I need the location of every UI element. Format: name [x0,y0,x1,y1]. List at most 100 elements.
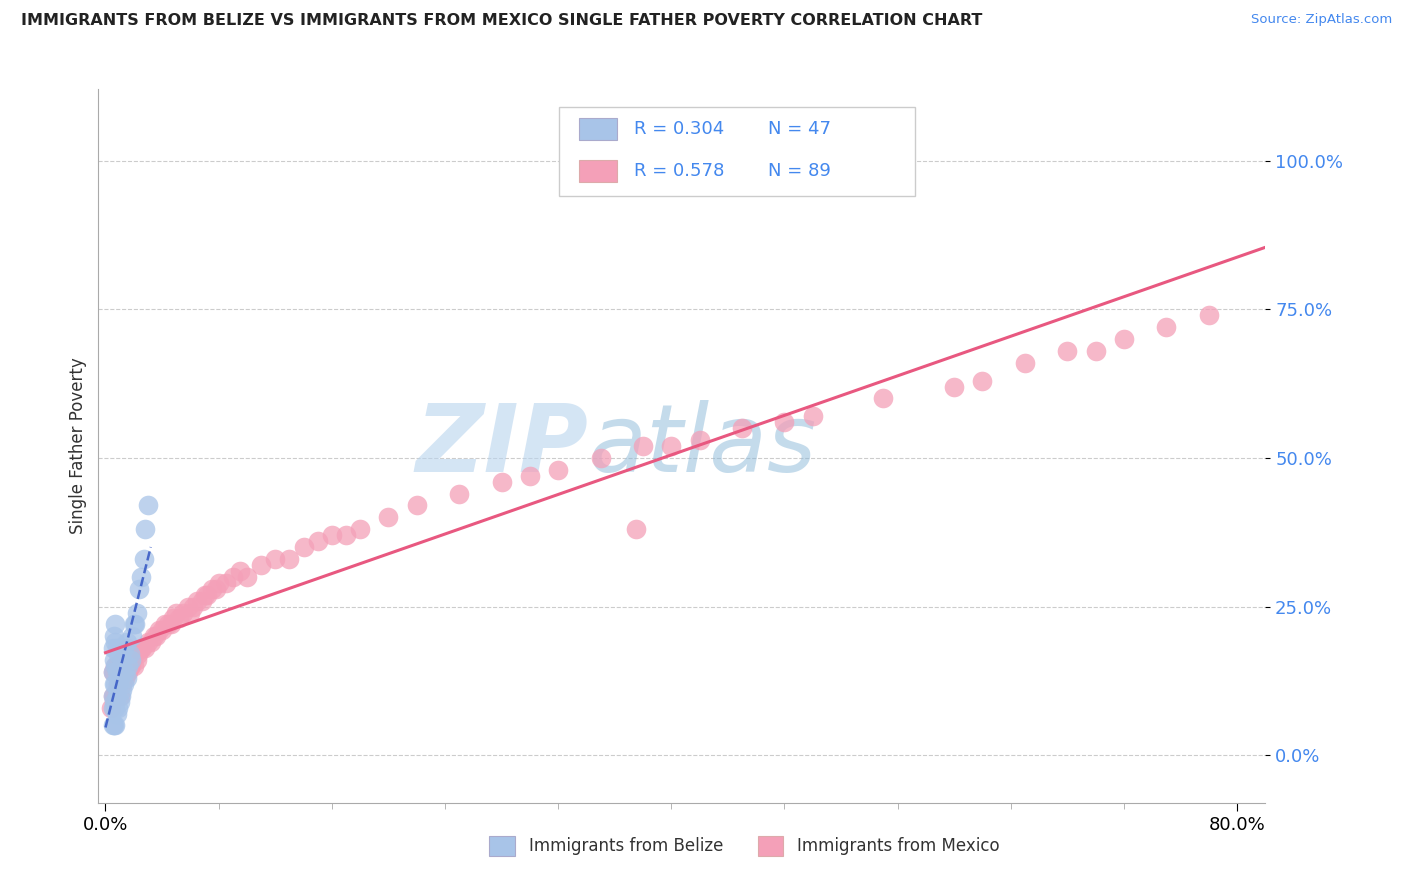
Point [101,718,124,732]
Point [101,641,124,656]
Point [103,689,125,703]
Text: Immigrants from Belize: Immigrants from Belize [529,838,724,855]
Point [136,635,159,649]
Point [167,611,190,625]
Point [190,593,212,607]
Point [101,689,124,703]
Text: N = 47: N = 47 [768,120,831,138]
Point [108,695,131,709]
Point [112,641,135,656]
Point [801,409,824,424]
Point [127,647,149,661]
Point [107,700,129,714]
Point [134,522,156,536]
Text: Source: ZipAtlas.com: Source: ZipAtlas.com [1251,13,1392,27]
Point [101,665,124,679]
Point [179,606,201,620]
Point [114,665,136,679]
Text: R = 0.578: R = 0.578 [634,162,724,180]
Point [101,665,124,679]
Y-axis label: Single Father Poverty: Single Father Poverty [69,358,87,534]
Point [659,439,682,453]
Point [377,510,399,524]
FancyBboxPatch shape [579,118,617,140]
Text: atlas: atlas [589,401,817,491]
Point [104,659,127,673]
Point [110,671,132,685]
Point [107,677,129,691]
FancyBboxPatch shape [560,107,915,196]
Point [205,582,228,596]
Point [943,379,966,393]
Point [195,588,218,602]
Point [689,433,711,447]
Point [165,606,187,620]
Point [105,659,128,673]
Point [114,671,136,685]
Point [134,641,156,656]
Point [229,564,252,578]
Point [208,575,231,590]
Point [491,475,513,489]
Point [405,499,427,513]
Point [1112,332,1135,346]
Point [104,617,127,632]
Point [105,641,128,656]
Point [111,677,134,691]
Point [148,624,170,638]
Point [1056,343,1078,358]
Point [631,439,654,453]
Point [104,700,127,714]
Point [125,653,148,667]
Point [236,570,259,584]
Point [103,718,125,732]
Point [121,653,143,667]
Point [150,624,173,638]
Point [193,588,215,602]
Point [111,653,134,667]
Point [349,522,371,536]
Point [111,653,134,667]
Point [186,593,208,607]
Point [118,647,141,661]
Point [624,522,647,536]
Point [105,689,128,703]
Point [100,700,122,714]
Point [120,653,142,667]
Point [773,415,796,429]
Point [129,641,152,656]
Point [131,641,153,656]
Point [122,617,145,632]
Point [162,611,184,625]
Point [111,682,134,697]
Point [335,528,357,542]
Point [115,665,138,679]
Point [107,677,129,691]
Point [128,582,150,596]
Point [1156,320,1178,334]
Point [112,677,135,691]
Point [801,147,824,161]
Point [108,641,131,656]
Point [105,682,128,697]
Point [103,695,125,709]
Point [872,392,894,406]
Point [105,665,128,679]
Point [589,450,612,465]
Point [172,606,194,620]
Point [101,689,124,703]
Point [159,617,181,632]
Text: IMMIGRANTS FROM BELIZE VS IMMIGRANTS FROM MEXICO SINGLE FATHER POVERTY CORRELATI: IMMIGRANTS FROM BELIZE VS IMMIGRANTS FRO… [21,13,983,29]
Point [278,552,301,566]
Point [105,706,128,721]
Point [101,700,124,714]
Text: ZIP: ZIP [416,400,589,492]
Point [104,659,127,673]
Point [142,629,165,643]
Point [139,635,162,649]
Text: Immigrants from Mexico: Immigrants from Mexico [797,838,1000,855]
Point [108,659,131,673]
Point [145,629,167,643]
Text: N = 89: N = 89 [768,162,831,180]
Point [264,552,287,566]
